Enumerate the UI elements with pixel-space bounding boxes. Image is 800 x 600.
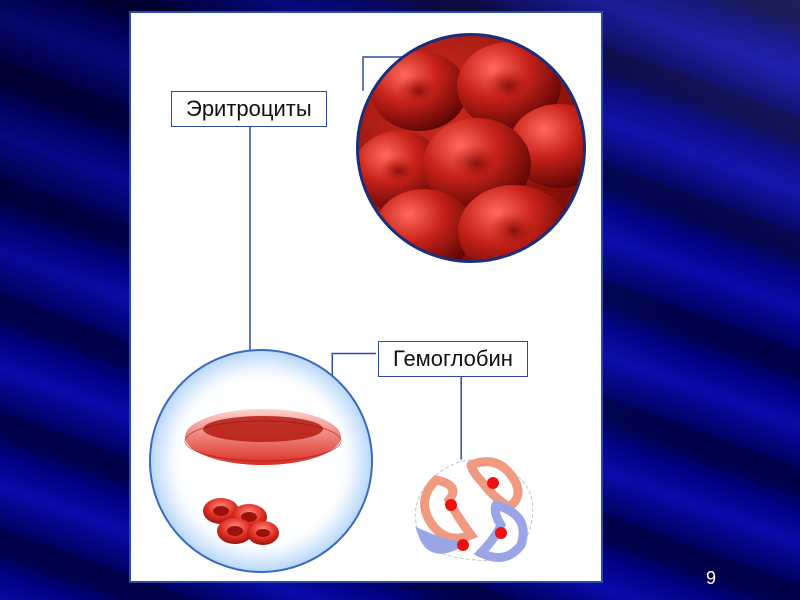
erythrocytes-micrograph (356, 33, 586, 263)
single-erythrocyte-view (149, 349, 373, 573)
label-erythrocytes: Эритроциты (171, 91, 327, 127)
rbc-cluster-icon (359, 36, 583, 260)
label-hemoglobin: Гемоглобин (378, 341, 528, 377)
single-rbc-icon (151, 351, 371, 571)
hemoglobin-structure (401, 445, 551, 570)
hemoglobin-icon (401, 445, 551, 570)
diagram-card: Эритроциты Гемоглобин (129, 11, 603, 583)
slide-number: 9 (706, 568, 716, 589)
slide-background: Эритроциты Гемоглобин 9 (0, 0, 800, 600)
